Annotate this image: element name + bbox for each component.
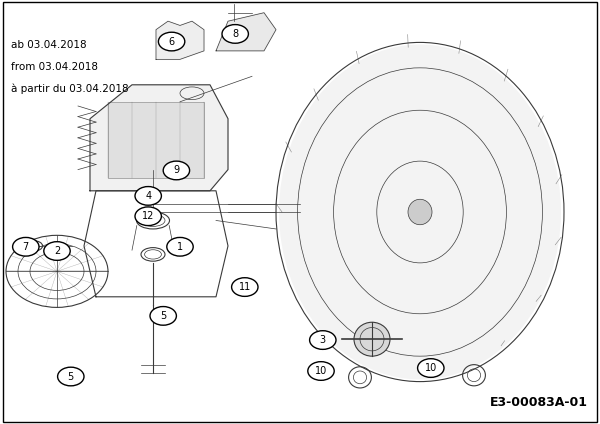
Circle shape (163, 161, 190, 180)
Text: 3: 3 (320, 335, 326, 345)
Circle shape (418, 359, 444, 377)
Text: ab 03.04.2018: ab 03.04.2018 (11, 39, 86, 50)
Circle shape (158, 32, 185, 51)
Text: 5: 5 (160, 311, 166, 321)
Circle shape (13, 237, 39, 256)
Text: 8: 8 (232, 29, 238, 39)
Circle shape (150, 307, 176, 325)
Text: 7: 7 (23, 242, 29, 252)
Polygon shape (216, 13, 276, 51)
Text: 1: 1 (177, 242, 183, 252)
Text: 6: 6 (169, 36, 175, 47)
Text: from 03.04.2018: from 03.04.2018 (11, 61, 98, 72)
Circle shape (222, 25, 248, 43)
Circle shape (58, 367, 84, 386)
Text: 12: 12 (142, 211, 154, 221)
Ellipse shape (279, 45, 561, 379)
Circle shape (135, 207, 161, 226)
Circle shape (308, 362, 334, 380)
Circle shape (44, 242, 70, 260)
Ellipse shape (408, 199, 432, 225)
Text: E3-00083A-01: E3-00083A-01 (490, 396, 588, 409)
Text: à partir du 03.04.2018: à partir du 03.04.2018 (11, 84, 128, 94)
Text: 10: 10 (425, 363, 437, 373)
Circle shape (135, 187, 161, 205)
Circle shape (167, 237, 193, 256)
Text: 11: 11 (239, 282, 251, 292)
Ellipse shape (354, 322, 390, 356)
Polygon shape (90, 85, 228, 191)
Polygon shape (156, 21, 204, 59)
Text: 10: 10 (315, 366, 327, 376)
Circle shape (232, 278, 258, 296)
Text: 2: 2 (54, 246, 60, 256)
Bar (108, 102, 204, 178)
Circle shape (310, 331, 336, 349)
Text: 5: 5 (68, 371, 74, 382)
Text: 4: 4 (145, 191, 151, 201)
Text: 9: 9 (173, 165, 179, 176)
